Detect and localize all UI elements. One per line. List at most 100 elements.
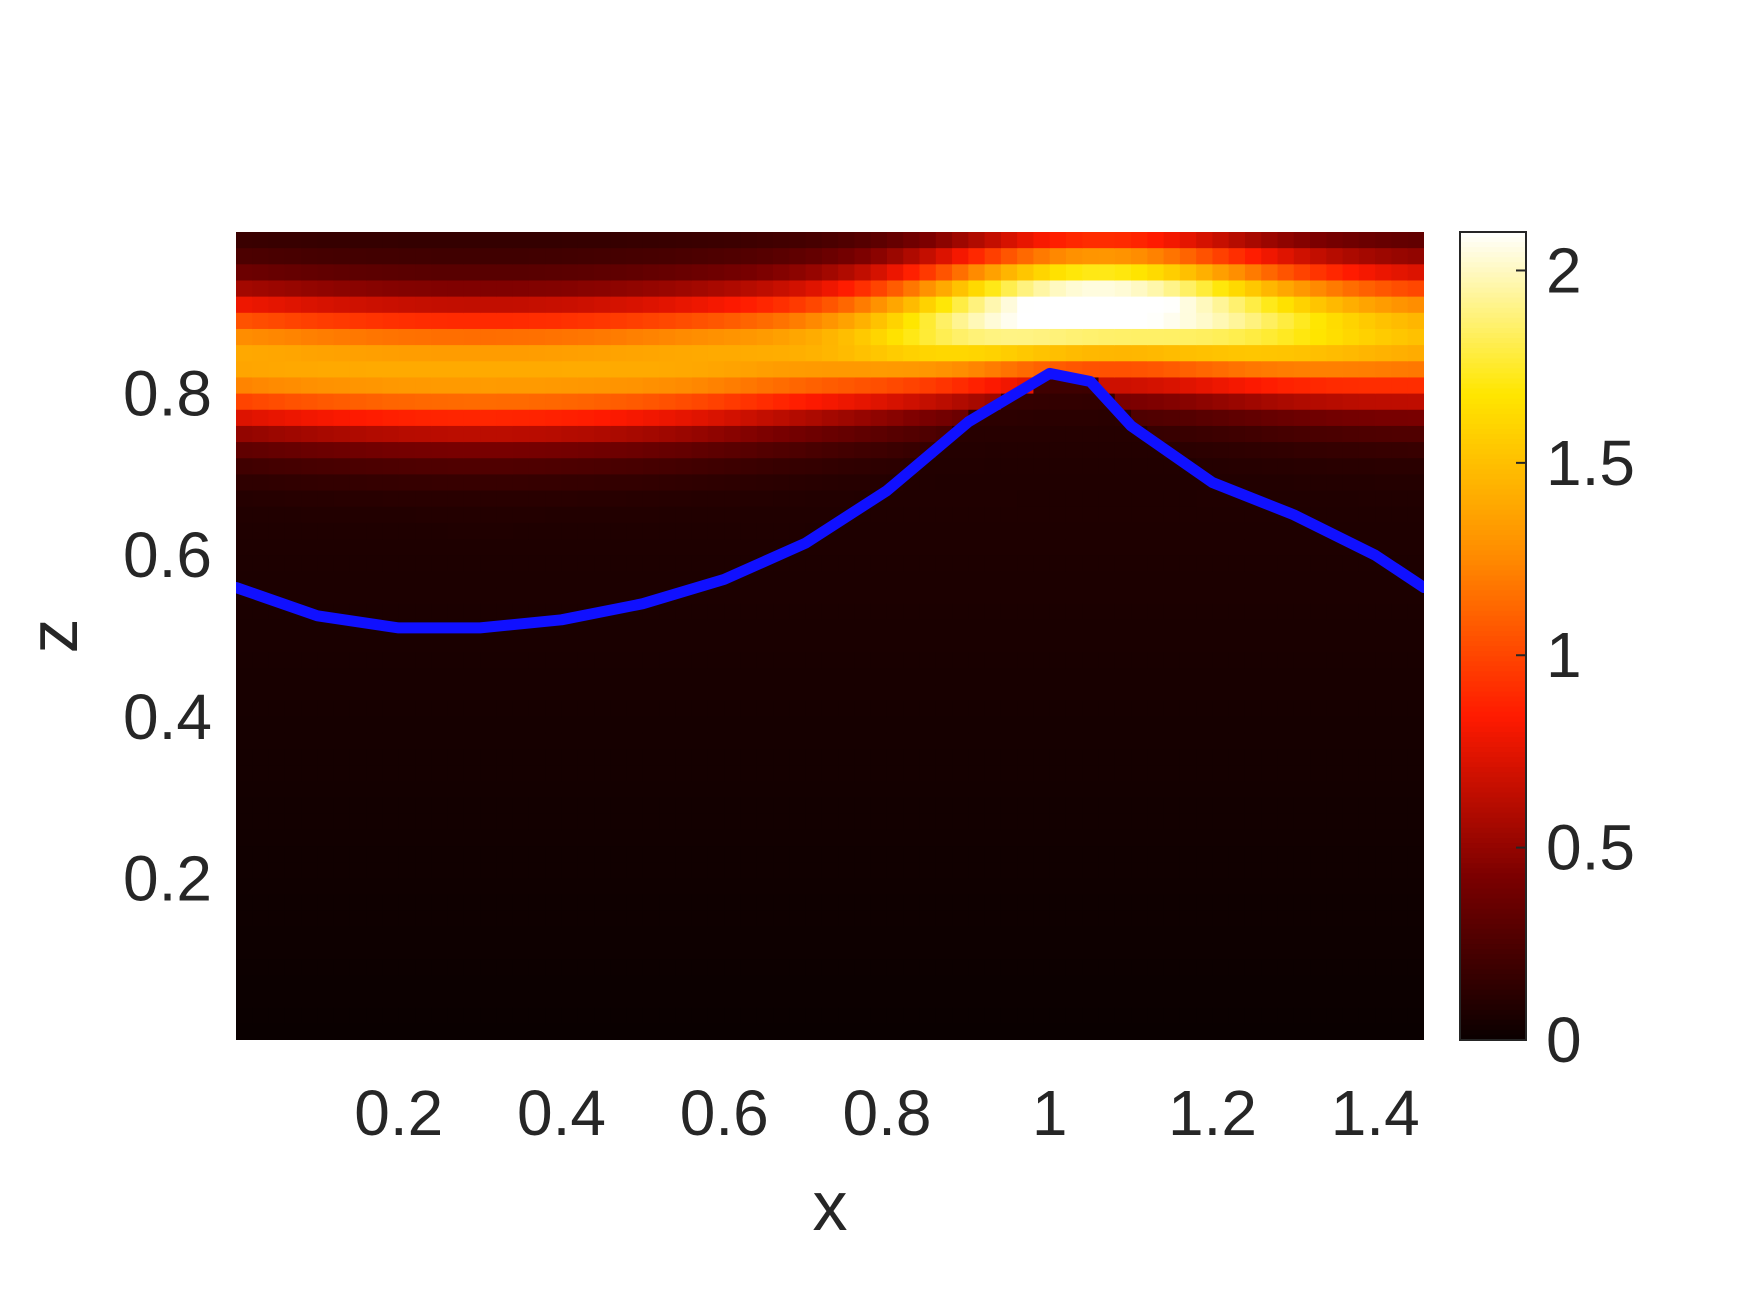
heatmap-cell bbox=[1033, 571, 1051, 589]
heatmap-cell bbox=[1082, 749, 1100, 766]
heatmap-cell bbox=[496, 442, 514, 459]
heatmap-cell bbox=[886, 732, 904, 750]
heatmap-cell bbox=[1163, 1007, 1181, 1025]
heatmap-cell bbox=[740, 846, 758, 863]
heatmap-cell bbox=[773, 926, 790, 944]
heatmap-cell bbox=[512, 684, 530, 702]
heatmap-cell bbox=[284, 846, 302, 863]
heatmap-cell bbox=[1261, 248, 1279, 265]
heatmap-cell bbox=[1017, 700, 1035, 718]
heatmap-cell bbox=[512, 1023, 530, 1040]
heatmap-cell bbox=[317, 991, 335, 1009]
heatmap-cell bbox=[1098, 296, 1116, 314]
heatmap-cell bbox=[691, 652, 709, 669]
heatmap-cell bbox=[1261, 296, 1279, 314]
heatmap-cell bbox=[577, 571, 595, 589]
heatmap-cell bbox=[268, 846, 286, 863]
heatmap-cell bbox=[512, 539, 530, 556]
heatmap-cell bbox=[382, 749, 400, 766]
colorbar-segment bbox=[1460, 747, 1526, 753]
heatmap-cell bbox=[724, 732, 742, 750]
heatmap-cell bbox=[317, 474, 335, 492]
heatmap-cell bbox=[821, 716, 839, 734]
heatmap-cell bbox=[1310, 474, 1327, 492]
heatmap-cell bbox=[447, 668, 465, 686]
heatmap-cell bbox=[675, 732, 693, 750]
heatmap-cell bbox=[659, 1007, 676, 1025]
heatmap-cell bbox=[854, 878, 872, 896]
heatmap-cell bbox=[1310, 716, 1327, 734]
heatmap-cell bbox=[236, 522, 253, 540]
heatmap-cell bbox=[349, 975, 367, 993]
heatmap-cell bbox=[1033, 587, 1051, 605]
colorbar-segment bbox=[1460, 807, 1526, 814]
heatmap-cell bbox=[431, 991, 449, 1009]
heatmap-cell bbox=[301, 846, 318, 863]
heatmap-cell bbox=[610, 312, 628, 330]
heatmap-cell bbox=[724, 264, 742, 282]
heatmap-cell bbox=[1147, 926, 1165, 944]
heatmap-cell bbox=[1293, 797, 1311, 815]
heatmap-cell bbox=[740, 1007, 758, 1025]
heatmap-cell bbox=[1358, 474, 1376, 492]
heatmap-cell bbox=[854, 959, 872, 976]
heatmap-cell bbox=[919, 926, 937, 944]
heatmap-cell bbox=[1082, 619, 1100, 637]
heatmap-cell bbox=[1065, 959, 1083, 976]
heatmap-cell bbox=[838, 312, 856, 330]
heatmap-cell bbox=[984, 943, 1002, 960]
heatmap-cell bbox=[675, 716, 693, 734]
heatmap-cell bbox=[854, 797, 872, 815]
heatmap-cell bbox=[707, 684, 725, 702]
heatmap-cell bbox=[431, 393, 449, 411]
heatmap-cell bbox=[1000, 522, 1018, 540]
heatmap-cell bbox=[1163, 328, 1181, 346]
heatmap-cell bbox=[1196, 1007, 1214, 1025]
heatmap-cell bbox=[886, 668, 904, 686]
heatmap-cell bbox=[854, 943, 872, 960]
heatmap-cell bbox=[382, 571, 400, 589]
heatmap-cell bbox=[545, 910, 563, 928]
heatmap-cell bbox=[1244, 813, 1262, 831]
heatmap-cell bbox=[740, 248, 758, 265]
heatmap-cell bbox=[1407, 425, 1424, 443]
heatmap-cell bbox=[545, 555, 563, 572]
heatmap-cell bbox=[805, 490, 823, 508]
heatmap-cell bbox=[1065, 522, 1083, 540]
heatmap-cell bbox=[984, 619, 1002, 637]
heatmap-cell bbox=[382, 328, 400, 346]
heatmap-cell bbox=[1114, 959, 1132, 976]
heatmap-cell bbox=[984, 264, 1002, 282]
heatmap-cell bbox=[1147, 700, 1165, 718]
heatmap-cell bbox=[1407, 829, 1424, 847]
heatmap-cell bbox=[1049, 813, 1067, 831]
heatmap-cell bbox=[903, 345, 921, 362]
heatmap-cell bbox=[610, 959, 628, 976]
heatmap-cell bbox=[1196, 700, 1214, 718]
heatmap-cell bbox=[463, 409, 481, 427]
heatmap-cell bbox=[1065, 765, 1083, 783]
heatmap-cell bbox=[1033, 749, 1051, 766]
heatmap-cell bbox=[496, 943, 514, 960]
heatmap-cell bbox=[1163, 829, 1181, 847]
heatmap-cell bbox=[886, 587, 904, 605]
heatmap-cell bbox=[268, 813, 286, 831]
heatmap-cell bbox=[1098, 522, 1116, 540]
heatmap-cell bbox=[1147, 975, 1165, 993]
heatmap-cell bbox=[886, 232, 904, 249]
heatmap-cell bbox=[577, 232, 595, 249]
heatmap-cell bbox=[528, 264, 546, 282]
heatmap-cell bbox=[1049, 636, 1067, 653]
heatmap-cell bbox=[1244, 571, 1262, 589]
heatmap-cell bbox=[1228, 684, 1246, 702]
heatmap-cell bbox=[252, 539, 270, 556]
heatmap-cell bbox=[496, 248, 514, 265]
heatmap-cell bbox=[545, 652, 563, 669]
heatmap-cell bbox=[382, 862, 400, 879]
heatmap-cell bbox=[870, 684, 888, 702]
colorbar-segment bbox=[1460, 716, 1526, 723]
x-tick-label: 0.8 bbox=[842, 1077, 931, 1149]
heatmap-cell bbox=[724, 943, 742, 960]
heatmap-cell bbox=[1375, 652, 1393, 669]
heatmap-cell bbox=[789, 991, 807, 1009]
